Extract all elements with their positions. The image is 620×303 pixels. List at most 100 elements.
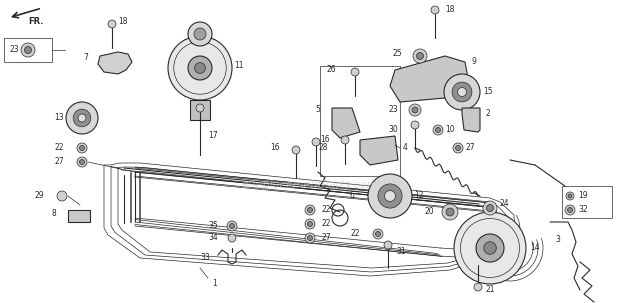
- Circle shape: [566, 192, 574, 200]
- Text: 21: 21: [485, 285, 495, 295]
- Circle shape: [442, 204, 458, 220]
- Circle shape: [453, 143, 463, 153]
- Text: 5: 5: [315, 105, 320, 115]
- Text: 30: 30: [388, 125, 398, 135]
- Text: 15: 15: [483, 88, 493, 96]
- Circle shape: [456, 145, 461, 151]
- Text: 19: 19: [578, 191, 588, 201]
- Circle shape: [79, 145, 84, 151]
- Text: 11: 11: [234, 61, 244, 69]
- Polygon shape: [68, 210, 90, 222]
- Circle shape: [483, 201, 497, 215]
- Circle shape: [368, 174, 412, 218]
- Text: 22: 22: [350, 229, 360, 238]
- Circle shape: [458, 88, 466, 96]
- Circle shape: [227, 221, 237, 231]
- Text: FR.: FR.: [28, 18, 43, 26]
- Circle shape: [384, 191, 396, 201]
- Circle shape: [417, 52, 423, 59]
- Circle shape: [568, 194, 572, 198]
- Polygon shape: [332, 108, 360, 138]
- Circle shape: [21, 43, 35, 57]
- Text: 6: 6: [350, 191, 355, 199]
- Circle shape: [292, 146, 300, 154]
- Circle shape: [567, 208, 572, 212]
- Circle shape: [77, 157, 87, 167]
- Text: 28: 28: [319, 144, 328, 152]
- Text: 4: 4: [403, 144, 408, 152]
- Text: 23: 23: [10, 45, 20, 55]
- Text: 18: 18: [118, 18, 128, 26]
- Polygon shape: [190, 100, 210, 120]
- Circle shape: [351, 68, 359, 76]
- Text: 16: 16: [270, 144, 280, 152]
- Circle shape: [308, 208, 312, 212]
- Circle shape: [77, 143, 87, 153]
- Circle shape: [454, 212, 526, 284]
- Circle shape: [195, 63, 205, 73]
- Circle shape: [25, 46, 32, 54]
- Polygon shape: [462, 108, 480, 132]
- Text: 24: 24: [500, 199, 510, 208]
- Circle shape: [435, 128, 440, 132]
- Polygon shape: [390, 56, 468, 102]
- Text: 29: 29: [34, 191, 44, 201]
- Text: 10: 10: [445, 125, 454, 135]
- Circle shape: [487, 205, 494, 211]
- Polygon shape: [360, 136, 398, 165]
- Polygon shape: [98, 52, 132, 74]
- Circle shape: [168, 36, 232, 100]
- Circle shape: [413, 49, 427, 63]
- Circle shape: [446, 208, 454, 216]
- Text: 33: 33: [200, 254, 210, 262]
- Text: 18: 18: [445, 5, 454, 15]
- Text: 25: 25: [392, 49, 402, 58]
- Text: 27: 27: [322, 234, 332, 242]
- Circle shape: [66, 102, 98, 134]
- Circle shape: [57, 191, 67, 201]
- Circle shape: [373, 229, 383, 239]
- Circle shape: [376, 231, 381, 237]
- Text: 31: 31: [396, 248, 405, 257]
- Text: 1: 1: [212, 279, 217, 288]
- Circle shape: [433, 125, 443, 135]
- Text: 9: 9: [472, 58, 477, 66]
- Circle shape: [308, 221, 312, 227]
- Circle shape: [196, 104, 204, 112]
- Bar: [562, 186, 612, 218]
- Text: 22: 22: [322, 205, 332, 215]
- Text: eReplacementParts.com: eReplacementParts.com: [242, 180, 378, 190]
- Text: 32: 32: [578, 205, 588, 215]
- Circle shape: [384, 241, 392, 249]
- Bar: [4, 38, 52, 62]
- Circle shape: [79, 159, 84, 165]
- Text: 17: 17: [208, 131, 218, 139]
- Circle shape: [305, 219, 315, 229]
- Circle shape: [312, 138, 320, 146]
- Text: 22: 22: [55, 144, 64, 152]
- Circle shape: [308, 235, 312, 241]
- Text: 13: 13: [55, 114, 64, 122]
- Circle shape: [341, 136, 349, 144]
- Circle shape: [78, 114, 86, 122]
- Text: 2: 2: [485, 109, 490, 118]
- Text: 7: 7: [83, 54, 88, 62]
- Circle shape: [305, 205, 315, 215]
- Circle shape: [444, 74, 480, 110]
- Circle shape: [305, 233, 315, 243]
- Circle shape: [409, 104, 421, 116]
- Circle shape: [378, 184, 402, 208]
- Text: 16: 16: [320, 135, 330, 145]
- Circle shape: [73, 109, 91, 127]
- Text: 23: 23: [388, 105, 398, 115]
- Text: 27: 27: [466, 144, 476, 152]
- Circle shape: [188, 22, 212, 46]
- Circle shape: [229, 224, 234, 228]
- Text: 3: 3: [555, 235, 560, 245]
- Circle shape: [565, 205, 575, 215]
- Text: 22: 22: [322, 219, 332, 228]
- Text: 12: 12: [414, 191, 423, 201]
- Circle shape: [228, 234, 236, 242]
- Text: 34: 34: [208, 234, 218, 242]
- Circle shape: [412, 107, 418, 113]
